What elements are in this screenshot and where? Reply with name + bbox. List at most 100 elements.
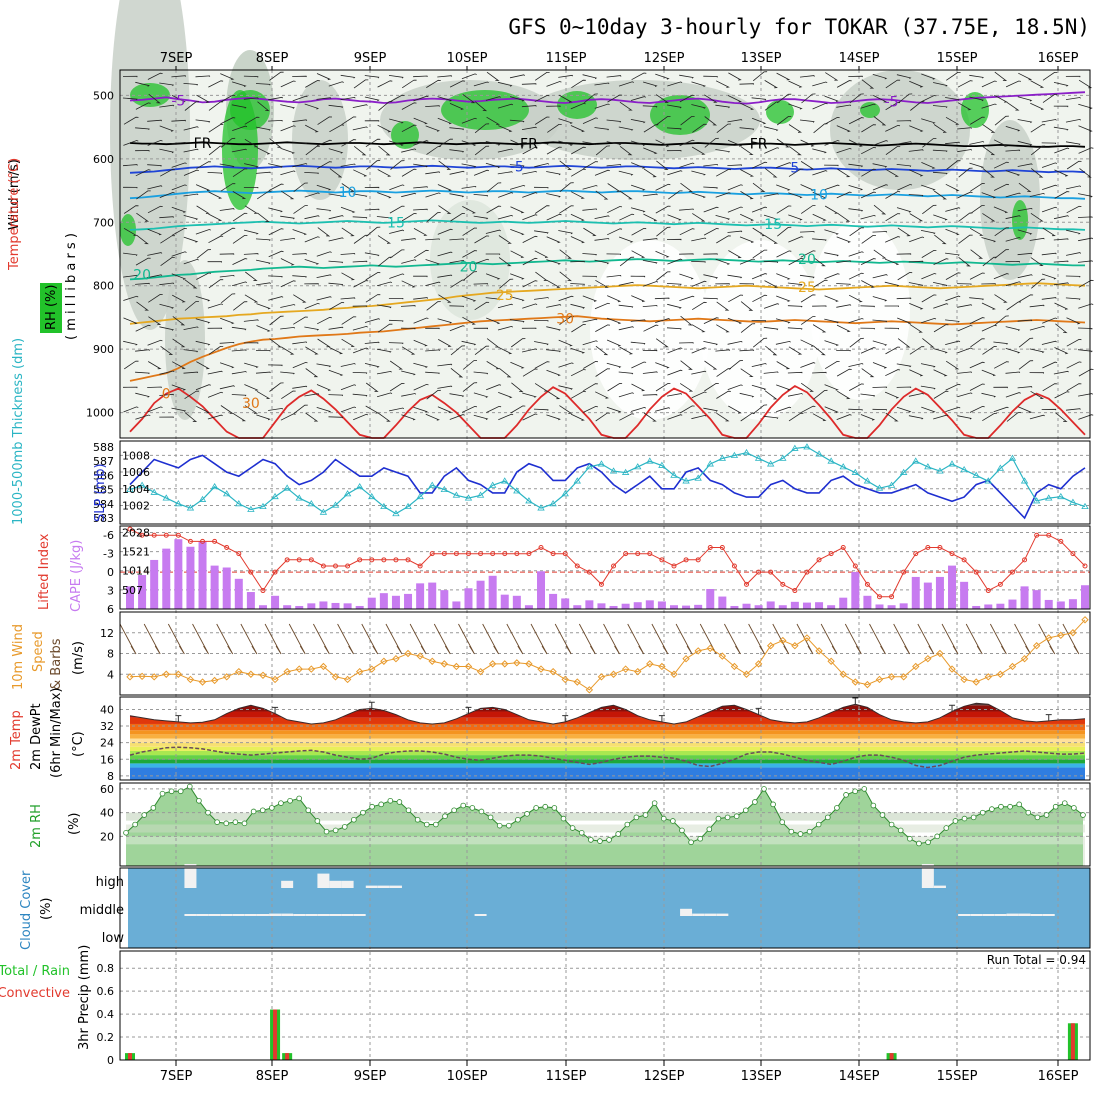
wind-barb [788,80,803,88]
wind-barb [534,230,549,234]
wind-barb [812,371,827,374]
wind-barb [546,81,562,87]
wind-barb [776,116,792,126]
wind-barb [558,94,573,103]
wind-barb [366,226,381,237]
wind-barb [982,146,996,156]
wind-barb [1066,205,1082,214]
wind-barb [824,116,840,125]
wind-barb [388,319,404,322]
wind-barb [221,137,236,148]
surface-wind-barb [385,623,403,655]
wind-barb [280,326,296,330]
wind-barb [316,384,332,391]
wind-barb [461,340,477,346]
temp-max-whisker [658,715,665,722]
wind-barb [680,360,693,370]
wind-barb [1066,317,1081,325]
wind-barb [231,104,247,109]
wind-barb [861,124,877,133]
precip-legend-convective: Convective [0,986,70,1001]
temp-axis-title-2: 2m DewPt [29,703,44,770]
wind-barb [848,251,864,257]
lifted-index-marker [852,563,858,569]
wind-barb [1030,145,1046,156]
cloud-axis-title: Cloud Cover [19,870,34,950]
wind-barb [788,257,804,266]
wind-barb [812,81,828,87]
wind-barb [982,124,996,133]
lifted-index-marker [828,551,834,557]
wind-barb [498,125,513,133]
cape-bar [669,605,678,609]
wind-barb [231,371,247,375]
temperature-band [130,738,1085,743]
wind-barb [413,406,428,413]
wind-speed-marker [597,673,606,681]
surface-wind-barb [844,623,862,655]
wind-barb [849,383,864,391]
wind-barb [1017,386,1033,389]
wind-barb [703,407,718,412]
wind-barb [715,149,731,153]
wind-barb [606,141,622,146]
rh-marker [615,831,621,837]
rh-marker [332,827,339,834]
lifted-index-marker [864,581,870,587]
surface-wind-barb [941,623,959,655]
rh-marker [259,807,266,814]
thickness-marker [754,454,763,461]
wind-barb [1078,237,1094,242]
day-label-bottom: 9SEP [354,1069,387,1084]
surface-wind-barb [820,623,838,655]
wind-barb [909,169,924,177]
wind-barb [837,390,851,400]
thickness-marker [295,494,303,501]
temperature-band [130,711,1085,718]
wind-barb [341,316,357,325]
wind-barb [401,414,416,421]
wind-barb [341,183,355,192]
wind-barb [945,207,961,212]
wind-barb [1041,340,1057,345]
li-tick-label: -6 [103,529,114,542]
wind-barb [787,282,803,286]
cape-bar [899,603,908,609]
wind-barb [667,170,683,176]
wind-barb [364,208,380,211]
wind-barb [352,104,368,108]
wind-barb [1041,297,1057,300]
wind-barb [257,101,270,112]
pressure-tick-label: 800 [93,280,114,293]
wind-barb [123,205,139,214]
thickness-marker [924,463,932,470]
wind-barb [921,73,936,80]
wind-barb [740,169,754,177]
wind-barb [1006,412,1021,422]
wind-barb [147,119,162,122]
wind-barb [148,294,163,303]
thickness-marker [464,494,473,501]
cloud-cover-block [341,880,354,888]
wind-barb [1078,303,1094,309]
thickness-marker [984,477,992,484]
thickness-axis-title: 1000-500mb Thickness (dm) [11,338,26,525]
cape-bar [694,604,703,609]
wind-axis-unit: (m/s) [71,641,86,675]
wind-barb [268,207,283,213]
wind-barb [1042,361,1058,369]
rh-marker [369,803,375,810]
thickness-marker [537,504,545,511]
wind-barb [1005,215,1021,220]
wind-barb [1041,184,1058,190]
wind-barb [461,163,477,168]
day-label-top: 13SEP [741,51,782,66]
wind-barb [1066,185,1082,190]
wind-barb [787,393,803,397]
wind-axis-title-3: & Barbs [49,638,64,690]
wind-barb [643,324,659,332]
day-label-bottom: 8SEP [256,1069,289,1084]
wind-barb [656,116,671,126]
wind-barb [570,260,585,263]
cape-bar [222,567,231,609]
